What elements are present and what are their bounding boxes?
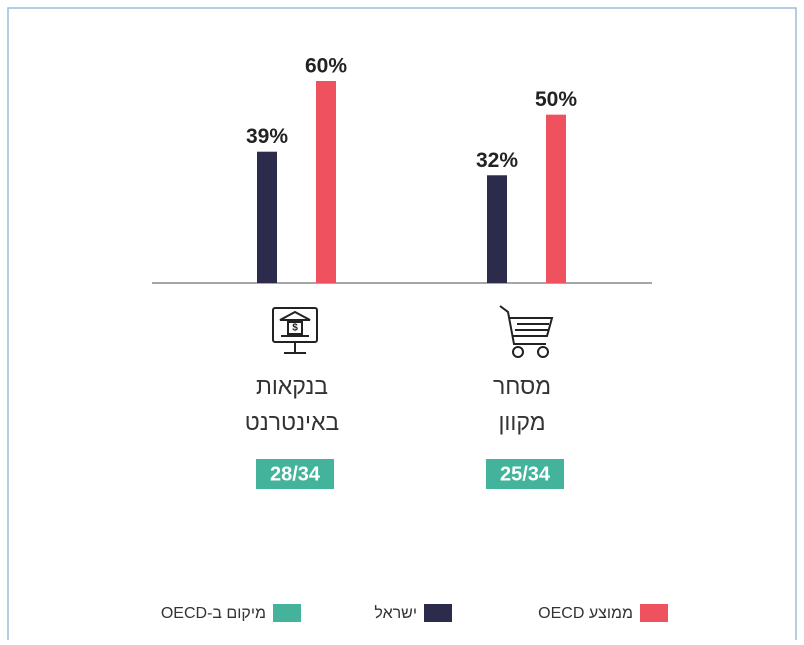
value-label: 60%	[305, 55, 347, 78]
value-label: 50%	[535, 88, 577, 111]
legend-swatch	[273, 604, 301, 622]
legend-swatch	[424, 604, 452, 622]
bank-icon-symbol: $	[292, 323, 298, 334]
rank-box	[486, 459, 564, 489]
bar	[487, 175, 507, 283]
rank-box	[256, 459, 334, 489]
legend-label: מיקום ב-OECD	[161, 605, 266, 622]
cart-icon	[499, 305, 554, 358]
value-label: 39%	[246, 125, 288, 148]
bar	[316, 81, 336, 283]
bank-icon	[272, 307, 318, 354]
rank-label: 25/34	[500, 463, 551, 485]
legend-label: ממוצע OECD	[538, 605, 633, 622]
category-label: בנקאות באינטרנט	[244, 373, 340, 435]
legend-swatch	[640, 604, 668, 622]
frame	[7, 7, 797, 640]
bar	[546, 114, 566, 284]
legend-label: ישראל	[374, 604, 417, 622]
category-label: מסחר מקוון	[492, 373, 552, 435]
value-label: 32%	[476, 149, 518, 172]
bar	[257, 151, 277, 283]
rank-label: 28/34	[270, 463, 321, 485]
